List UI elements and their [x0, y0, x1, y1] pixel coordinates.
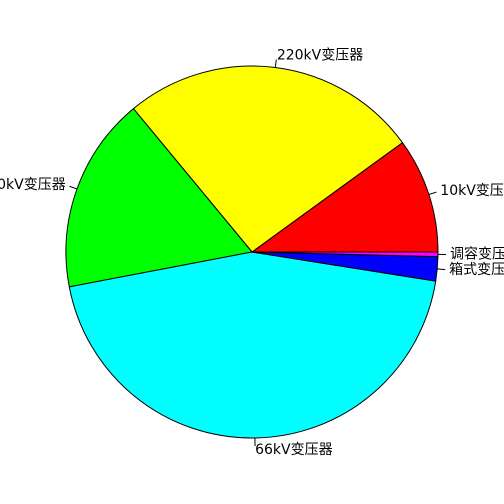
- pie-slice-1: [250, 141, 439, 253]
- label-tick-3: [69, 185, 78, 190]
- slice-label-5: 箱式变压器: [449, 262, 504, 278]
- pie-slice-2: [132, 65, 404, 253]
- slice-label-6: 调容变压器: [450, 245, 504, 262]
- label-ticks: [69, 59, 446, 446]
- slice-label-4: 66kV变压器: [255, 442, 332, 458]
- label-tick-1: [428, 191, 437, 195]
- pie-slice-6: [251, 251, 439, 258]
- pie-slices: [65, 65, 439, 439]
- pie-slice-4: [68, 251, 437, 439]
- slice-label-3: 110kV变压器: [0, 177, 66, 193]
- slice-labels: 10kV变压器 220kV变压器 110kV变压器 66kV变压器 箱式变压器调容变压器: [0, 48, 504, 458]
- slice-label-1: 10kV变压器: [440, 183, 504, 199]
- label-tick-5: [437, 268, 446, 271]
- slice-label-2: 220kV变压器: [277, 48, 363, 64]
- label-tick-2: [274, 59, 277, 68]
